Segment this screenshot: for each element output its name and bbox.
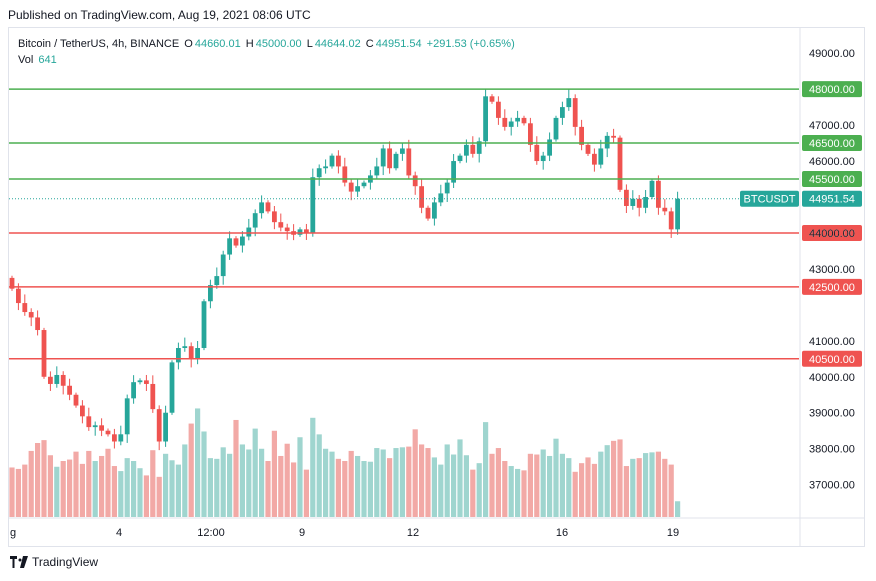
open-value: 44660.01 (194, 38, 241, 50)
footer-brand[interactable]: TradingView (10, 555, 98, 569)
published-caption: Published on TradingView.com, Aug 19, 20… (8, 8, 311, 22)
close-value: 44951.54 (375, 38, 422, 50)
chart-frame (8, 27, 865, 547)
change-value: +291.53 (+0.65%) (426, 38, 515, 50)
high-value: 45000.00 (255, 38, 302, 50)
tradingview-logo-icon (10, 556, 28, 568)
low-value: 44644.02 (314, 38, 361, 50)
open-label: O (184, 38, 193, 50)
low-label: L (306, 38, 313, 50)
volume-label: Vol (18, 54, 34, 66)
volume-row: Vol 641 (18, 52, 517, 68)
ohlc-row: Bitcoin / TetherUS, 4h, BINANCE O 44660.0… (18, 36, 517, 52)
symbol-label[interactable]: Bitcoin / TetherUS, 4h, BINANCE (18, 38, 180, 50)
chart-legend: Bitcoin / TetherUS, 4h, BINANCE O 44660.0… (18, 36, 517, 68)
volume-value: 641 (38, 54, 57, 66)
close-label: C (365, 38, 374, 50)
brand-name: TradingView (32, 555, 99, 569)
high-label: H (245, 38, 254, 50)
